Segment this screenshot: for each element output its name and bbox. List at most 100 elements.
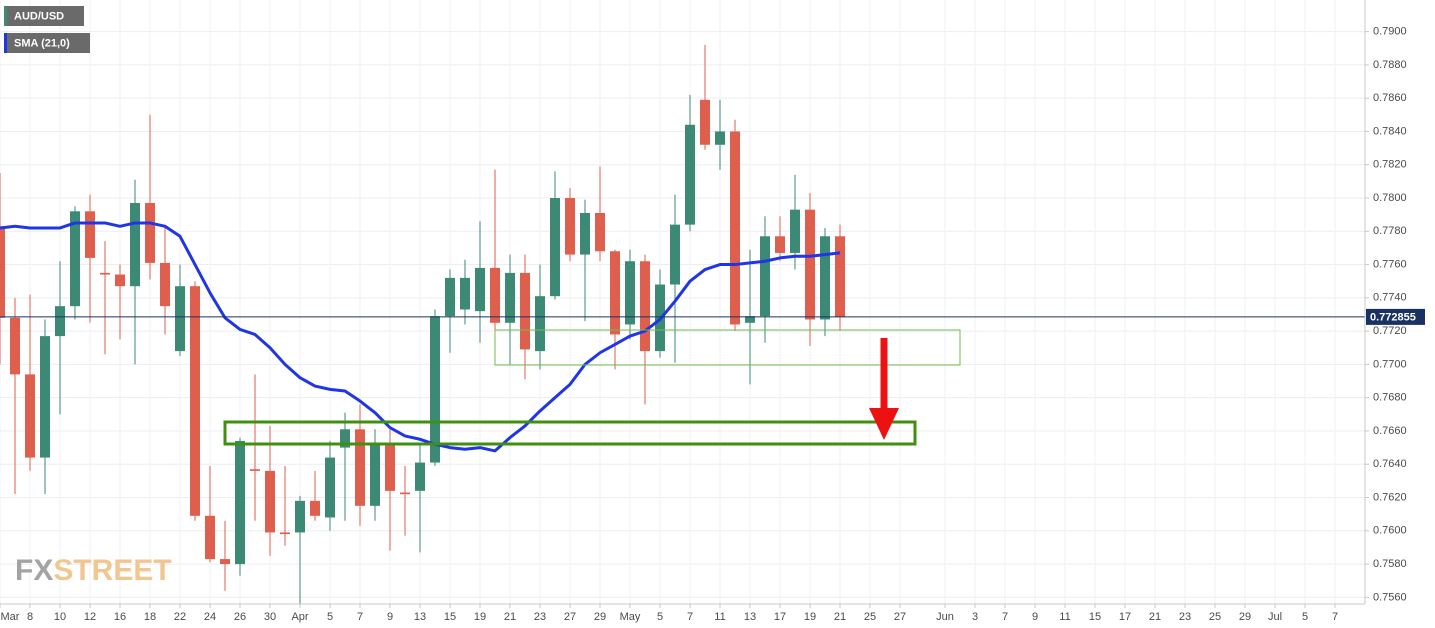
candle-body <box>715 131 725 145</box>
candle-body <box>565 198 575 255</box>
candle-body <box>0 226 5 318</box>
x-tick-label: 15 <box>1089 611 1101 623</box>
y-tick-label: 0.7700 <box>1373 358 1407 370</box>
candle-body <box>100 272 110 275</box>
x-tick-label: 23 <box>534 611 546 623</box>
candle-body <box>190 286 200 516</box>
candle-body <box>535 296 545 352</box>
x-tick-label: 3 <box>972 611 978 623</box>
candle-body <box>235 440 245 565</box>
x-tick-label: 11 <box>714 611 725 623</box>
candle-body <box>745 316 755 323</box>
sma-line <box>0 221 841 453</box>
legend-label: SMA (21,0) <box>14 37 70 49</box>
candle-body <box>205 515 215 560</box>
axes: 0.7560 0.7580 0.7600 0.7620 0.7640 0.7660 0.76… <box>0 26 1425 623</box>
candle-body <box>160 262 170 307</box>
candle-body <box>40 336 50 458</box>
watermark: FXSTREET <box>15 554 172 587</box>
candle-body <box>370 442 380 506</box>
y-tick-label: 0.7660 <box>1373 425 1407 437</box>
x-tick-label: 17 <box>774 611 786 623</box>
x-tick-label: Jul <box>1268 611 1282 623</box>
candle-body <box>835 236 845 317</box>
x-tick-label: 30 <box>264 611 276 623</box>
x-tick-label: 21 <box>504 611 516 623</box>
y-tick-label: 0.7840 <box>1373 125 1407 137</box>
candle-body <box>220 559 230 565</box>
candle-body <box>610 251 620 335</box>
x-tick-label: 5 <box>1302 611 1308 623</box>
y-tick-label: 0.7600 <box>1373 525 1407 537</box>
candle-body <box>415 462 425 491</box>
arrow-head <box>869 408 899 440</box>
candle-body <box>130 202 140 287</box>
candle-body <box>280 532 290 535</box>
y-tick-label: 0.7900 <box>1373 26 1407 38</box>
candle-body <box>115 274 125 287</box>
x-tick-label: 29 <box>594 611 606 623</box>
candle-body <box>580 212 590 255</box>
y-tick-label: 0.7580 <box>1373 558 1407 570</box>
x-tick-label: 25 <box>1209 611 1221 623</box>
y-tick-label: 0.7880 <box>1373 59 1407 71</box>
legend-swatch-sma <box>4 33 7 53</box>
candle-body <box>85 211 95 258</box>
x-tick-label: 13 <box>414 611 426 623</box>
candle-body <box>730 131 740 325</box>
candle-body <box>340 429 350 448</box>
x-tick-label: 7 <box>357 611 363 623</box>
candle-body <box>505 272 515 323</box>
target-zone <box>223 420 917 446</box>
candle-body <box>250 469 260 471</box>
x-tick-label: 15 <box>444 611 456 623</box>
candle-body <box>475 267 485 312</box>
x-tick-label: 23 <box>1179 611 1191 623</box>
x-tick-label: 12 <box>84 611 96 623</box>
candle-body <box>490 267 500 323</box>
x-tick-label: 25 <box>864 611 876 623</box>
candle-body <box>625 261 635 325</box>
candle-body <box>145 202 155 263</box>
x-tick-label: Jun <box>936 611 954 623</box>
y-tick-label: 0.7640 <box>1373 458 1407 470</box>
candle-body <box>700 99 710 145</box>
candle-body <box>430 316 440 463</box>
candle-body <box>670 224 680 285</box>
y-tick-label: 0.7780 <box>1373 225 1407 237</box>
candle-body <box>550 198 560 297</box>
x-tick-label: 24 <box>204 611 216 623</box>
y-tick-label: 0.7620 <box>1373 491 1407 503</box>
x-tick-label: 7 <box>1332 611 1338 623</box>
x-tick-label: 18 <box>144 611 156 623</box>
candle-body <box>775 236 785 253</box>
candle-body <box>25 374 35 458</box>
candle-body <box>595 212 605 252</box>
candle-body <box>805 209 815 320</box>
last-price-label: 0.772855 <box>1370 311 1416 323</box>
y-tick-label: 0.7860 <box>1373 92 1407 104</box>
candle-body <box>175 286 185 352</box>
legend-box-price <box>4 6 84 26</box>
candle-body <box>820 236 830 320</box>
y-tick-label: 0.7760 <box>1373 258 1407 270</box>
candle-body <box>325 457 335 518</box>
x-tick-label: 13 <box>744 611 756 623</box>
candle-body <box>640 261 650 352</box>
candle-body <box>10 317 20 375</box>
legend-swatch-price <box>4 6 7 26</box>
candle-body <box>310 500 320 516</box>
x-tick-label: 8 <box>27 611 33 623</box>
candle-body <box>760 236 770 317</box>
y-tick-label: 0.7740 <box>1373 292 1407 304</box>
support-zone <box>494 329 961 366</box>
candle-body <box>790 209 800 253</box>
x-tick-label: Mar <box>1 611 20 623</box>
x-tick-label: 11 <box>1059 611 1070 623</box>
x-tick-label: 17 <box>1119 611 1131 623</box>
watermark-fx: FX <box>15 554 53 587</box>
legend-label: AUD/USD <box>14 10 64 22</box>
